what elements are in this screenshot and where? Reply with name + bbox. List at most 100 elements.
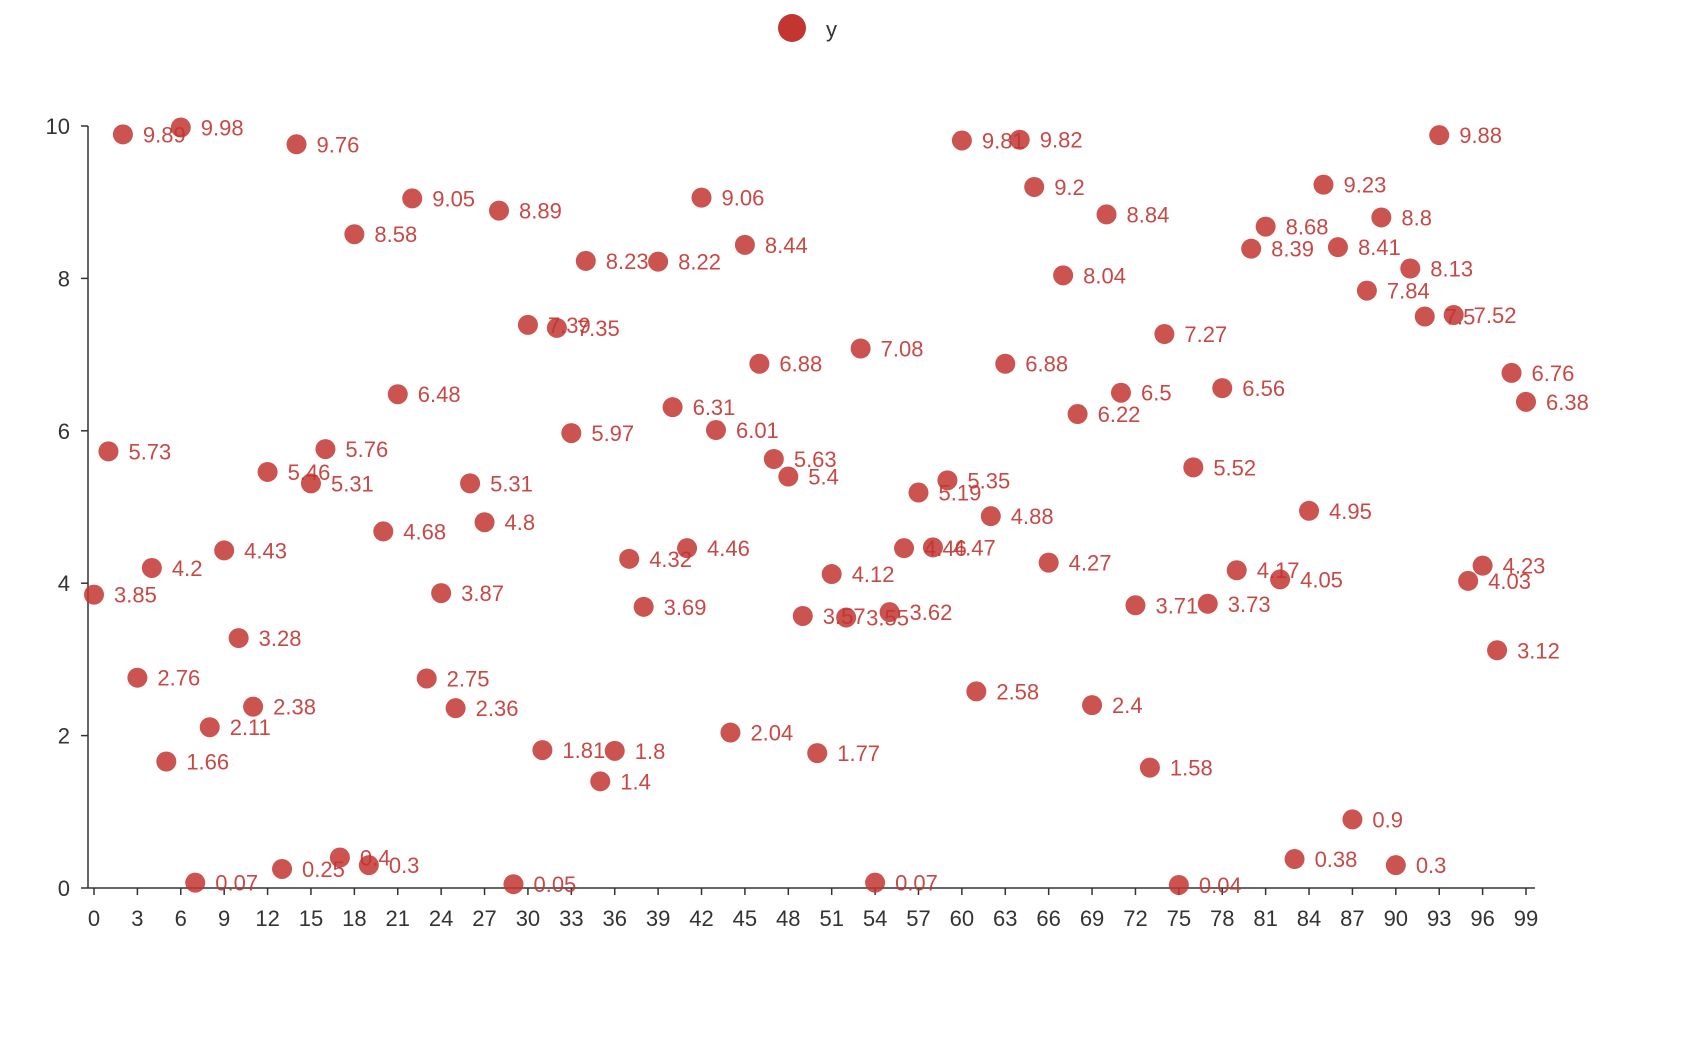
data-point[interactable] bbox=[243, 696, 264, 717]
data-point[interactable] bbox=[373, 521, 394, 542]
data-point[interactable] bbox=[966, 681, 987, 702]
data-point[interactable] bbox=[272, 858, 293, 879]
data-point[interactable] bbox=[199, 717, 220, 738]
data-point[interactable] bbox=[749, 353, 770, 374]
data-point[interactable] bbox=[792, 605, 813, 626]
data-point[interactable] bbox=[460, 473, 481, 494]
data-point[interactable] bbox=[1038, 552, 1059, 573]
data-point[interactable] bbox=[1168, 874, 1189, 895]
data-point[interactable] bbox=[894, 538, 915, 559]
data-point[interactable] bbox=[691, 187, 712, 208]
data-point[interactable] bbox=[84, 584, 104, 605]
data-point[interactable] bbox=[604, 740, 625, 761]
data-point[interactable] bbox=[1501, 362, 1522, 383]
data-point[interactable] bbox=[1212, 378, 1233, 399]
data-point[interactable] bbox=[1009, 129, 1030, 150]
data-point[interactable] bbox=[1082, 695, 1103, 716]
data-point[interactable] bbox=[720, 722, 741, 743]
legend[interactable]: y bbox=[778, 14, 837, 42]
data-point[interactable] bbox=[763, 448, 784, 469]
data-point[interactable] bbox=[1183, 457, 1204, 478]
data-point[interactable] bbox=[1067, 404, 1088, 425]
data-point[interactable] bbox=[1197, 593, 1218, 614]
data-point[interactable] bbox=[648, 251, 669, 272]
data-point[interactable] bbox=[98, 441, 119, 462]
data-point[interactable] bbox=[1270, 569, 1291, 590]
data-point[interactable] bbox=[1154, 324, 1175, 345]
data-point[interactable] bbox=[734, 234, 755, 255]
data-point[interactable] bbox=[517, 314, 538, 335]
data-point[interactable] bbox=[445, 698, 466, 719]
data-point[interactable] bbox=[1139, 757, 1160, 778]
data-point[interactable] bbox=[807, 743, 828, 764]
data-point[interactable] bbox=[879, 602, 900, 623]
data-point[interactable] bbox=[908, 482, 929, 503]
data-point[interactable] bbox=[1516, 391, 1536, 412]
data-point[interactable] bbox=[1299, 500, 1320, 521]
data-point[interactable] bbox=[937, 470, 958, 491]
data-point[interactable] bbox=[836, 607, 857, 628]
data-point[interactable] bbox=[1429, 125, 1450, 146]
data-point[interactable] bbox=[1472, 555, 1493, 576]
data-point[interactable] bbox=[402, 188, 423, 209]
data-point[interactable] bbox=[1313, 174, 1334, 195]
data-point[interactable] bbox=[1284, 849, 1305, 870]
data-point[interactable] bbox=[1241, 238, 1262, 259]
data-point[interactable] bbox=[980, 506, 1001, 527]
data-point[interactable] bbox=[358, 855, 379, 876]
data-point[interactable] bbox=[416, 668, 437, 689]
data-point[interactable] bbox=[1342, 809, 1363, 830]
data-point[interactable] bbox=[387, 384, 408, 405]
data-point[interactable] bbox=[1327, 237, 1348, 258]
data-point[interactable] bbox=[821, 564, 842, 585]
data-point[interactable] bbox=[170, 117, 191, 138]
data-point[interactable] bbox=[1385, 855, 1406, 876]
data-point[interactable] bbox=[850, 338, 871, 359]
data-point[interactable] bbox=[286, 134, 307, 155]
data-point[interactable] bbox=[1110, 382, 1131, 403]
data-point[interactable] bbox=[546, 317, 567, 338]
data-point[interactable] bbox=[1400, 258, 1421, 279]
data-point[interactable] bbox=[865, 872, 886, 893]
data-point[interactable] bbox=[532, 740, 553, 761]
data-point[interactable] bbox=[922, 537, 943, 558]
data-point[interactable] bbox=[300, 473, 321, 494]
data-point[interactable] bbox=[474, 512, 495, 533]
data-point[interactable] bbox=[1356, 280, 1377, 301]
data-point[interactable] bbox=[677, 538, 698, 559]
data-point[interactable] bbox=[561, 423, 582, 444]
data-point[interactable] bbox=[431, 583, 452, 604]
data-point[interactable] bbox=[112, 124, 133, 145]
data-point[interactable] bbox=[1487, 640, 1508, 661]
data-point[interactable] bbox=[214, 540, 235, 561]
data-point[interactable] bbox=[228, 628, 249, 649]
data-point[interactable] bbox=[503, 874, 524, 895]
data-point[interactable] bbox=[995, 353, 1016, 374]
data-point[interactable] bbox=[1458, 570, 1479, 591]
data-point[interactable] bbox=[185, 872, 206, 893]
data-point[interactable] bbox=[590, 771, 611, 792]
data-point[interactable] bbox=[1226, 560, 1247, 581]
data-point[interactable] bbox=[705, 420, 726, 441]
data-point[interactable] bbox=[619, 548, 640, 569]
data-point[interactable] bbox=[1125, 595, 1146, 616]
data-point[interactable] bbox=[1053, 265, 1074, 286]
data-point[interactable] bbox=[1024, 176, 1045, 197]
data-point[interactable] bbox=[1096, 204, 1117, 225]
data-point[interactable] bbox=[575, 250, 596, 271]
data-point[interactable] bbox=[156, 751, 177, 772]
data-point[interactable] bbox=[662, 397, 683, 418]
data-point[interactable] bbox=[1414, 306, 1435, 327]
data-point[interactable] bbox=[344, 224, 365, 245]
data-point[interactable] bbox=[633, 596, 654, 617]
data-point[interactable] bbox=[1443, 304, 1464, 325]
data-point[interactable] bbox=[127, 667, 148, 688]
data-point[interactable] bbox=[951, 130, 972, 151]
data-point[interactable] bbox=[315, 439, 336, 460]
data-point[interactable] bbox=[778, 466, 799, 487]
data-point[interactable] bbox=[489, 200, 510, 221]
data-point[interactable] bbox=[257, 461, 278, 482]
data-point[interactable] bbox=[1371, 207, 1392, 228]
data-point[interactable] bbox=[329, 847, 350, 868]
data-point[interactable] bbox=[1255, 216, 1276, 237]
